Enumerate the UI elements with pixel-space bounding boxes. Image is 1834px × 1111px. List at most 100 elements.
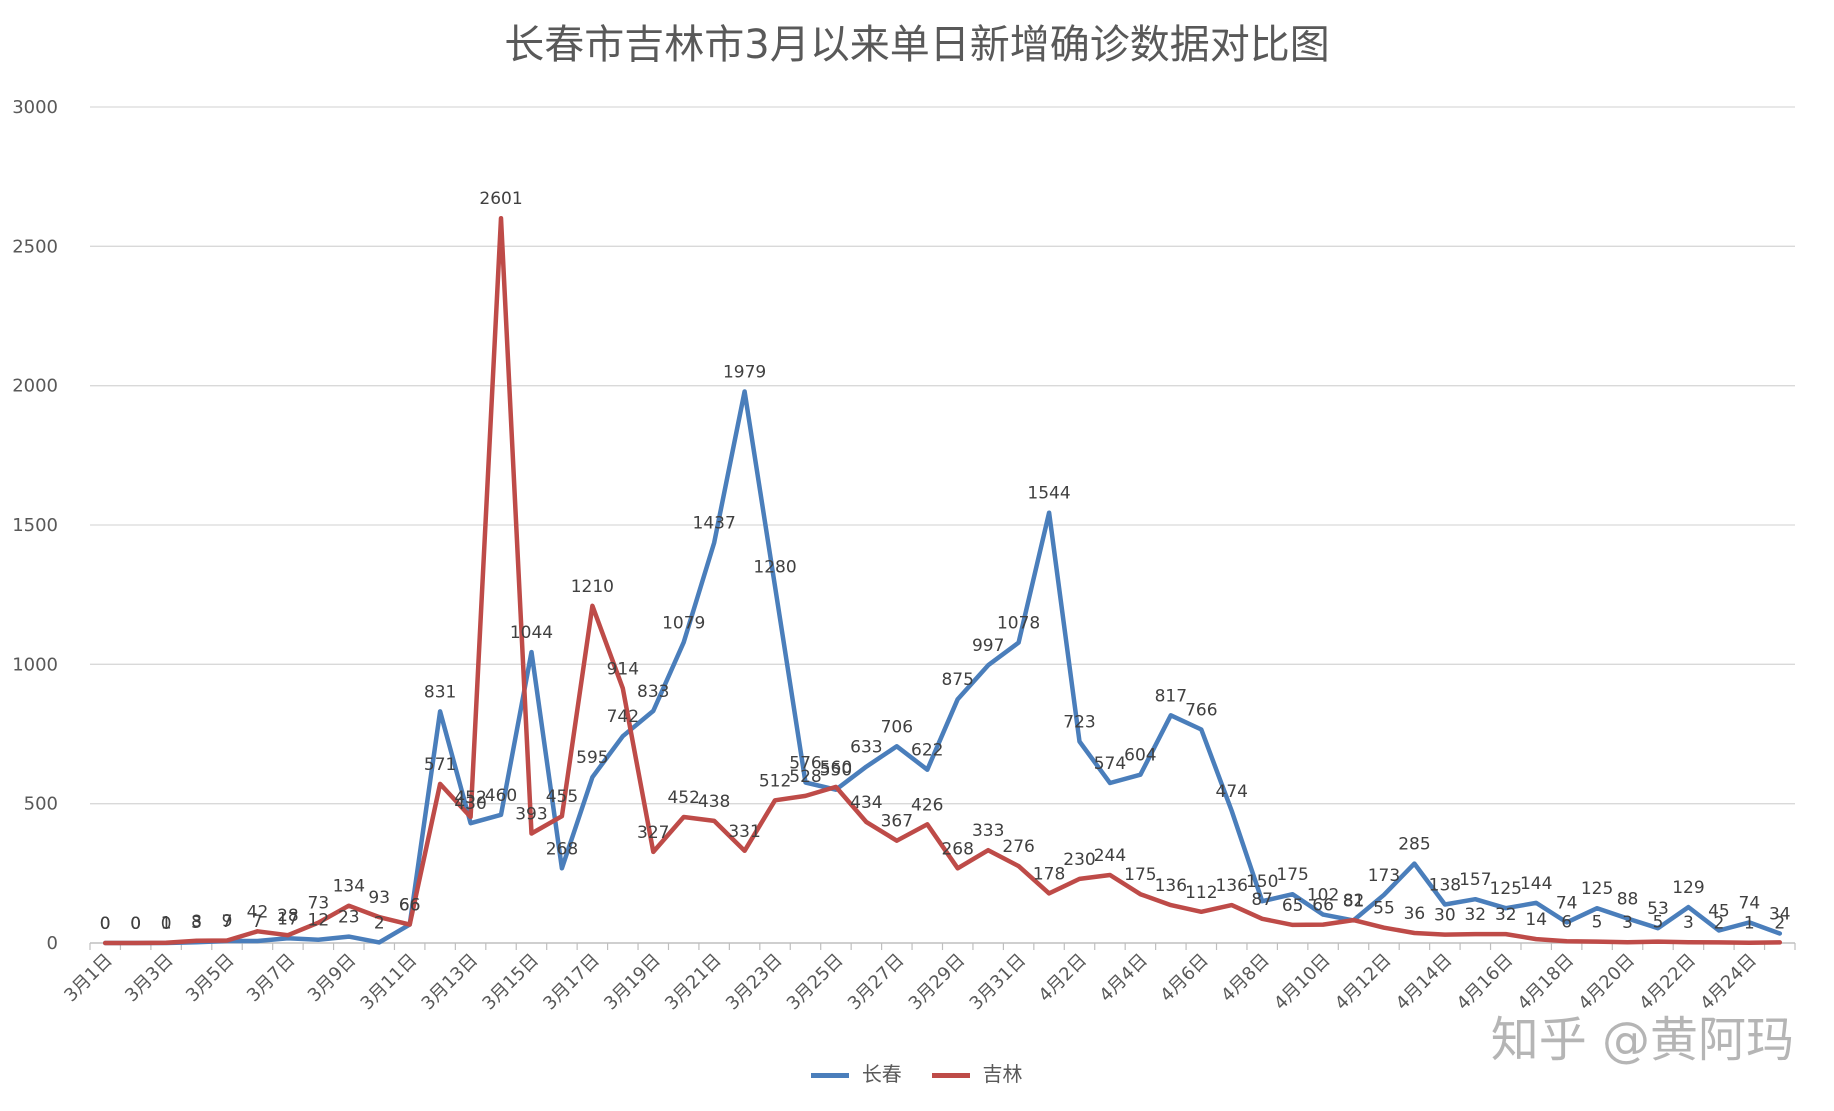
data-label-changchun: 723	[1063, 713, 1095, 733]
data-label-changchun: 1979	[723, 363, 766, 383]
legend-swatch-changchun	[811, 1073, 850, 1078]
x-tick-label: 3月7日	[243, 950, 300, 1007]
data-label-changchun: 144	[1520, 874, 1552, 894]
x-tick-label: 3月19日	[600, 950, 665, 1015]
data-label-jilin: 5	[1653, 913, 1664, 933]
data-label-jilin: 528	[789, 767, 821, 787]
data-label-changchun: 81	[1343, 891, 1365, 911]
data-label-jilin: 230	[1063, 850, 1095, 870]
data-label-changchun: 430	[454, 794, 486, 814]
data-label-changchun: 125	[1581, 879, 1613, 899]
y-tick-label: 2000	[12, 376, 58, 397]
data-label-changchun: 1044	[510, 623, 553, 643]
x-tick-label: 3月27日	[844, 950, 909, 1015]
x-tick-label: 3月31日	[966, 950, 1031, 1015]
y-tick-label: 500	[24, 794, 58, 815]
data-label-jilin: 452	[667, 788, 699, 808]
data-label-jilin: 560	[820, 758, 852, 778]
data-label-jilin: 571	[424, 755, 456, 775]
data-label-jilin: 87	[1251, 890, 1273, 910]
data-label-jilin: 136	[1155, 876, 1187, 896]
x-tick-label: 3月21日	[661, 950, 726, 1015]
data-label-changchun: 12	[308, 911, 330, 931]
x-tick-label: 3月9日	[304, 950, 361, 1007]
y-tick-label: 0	[47, 933, 58, 954]
data-label-jilin: 1210	[571, 577, 614, 597]
watermark: 知乎 @黄阿玛	[1490, 1012, 1794, 1068]
data-label-changchun: 550	[820, 761, 852, 781]
data-label-changchun: 102	[1307, 886, 1339, 906]
data-label-changchun: 742	[607, 707, 639, 727]
x-tick-label: 4月2日	[1035, 950, 1092, 1007]
data-label-changchun: 138	[1429, 876, 1461, 896]
data-label-jilin: 66	[399, 896, 421, 916]
data-label-changchun: 817	[1155, 686, 1187, 706]
data-label-jilin: 42	[247, 902, 269, 922]
y-tick-label: 1000	[12, 654, 58, 675]
series-line-changchun	[102, 389, 1783, 946]
x-tick-label: 3月15日	[478, 950, 543, 1015]
x-tick-label: 4月10日	[1270, 950, 1335, 1015]
data-label-changchun: 17	[277, 909, 299, 929]
x-tick-label: 4月8日	[1217, 950, 1274, 1007]
y-tick-label: 1500	[12, 515, 58, 536]
data-label-jilin: 327	[637, 823, 669, 843]
data-label-jilin: 1	[161, 914, 172, 934]
data-label-changchun: 7	[222, 912, 233, 932]
data-label-jilin: 136	[1216, 876, 1248, 896]
x-tick-label: 3月11日	[357, 950, 422, 1015]
legend: 长春 吉林	[0, 1058, 1834, 1087]
data-label-jilin: 2	[1774, 913, 1785, 933]
x-tick-label: 3月3日	[121, 950, 178, 1007]
x-tick-label: 3月5日	[182, 950, 239, 1007]
data-label-changchun: 157	[1459, 870, 1491, 890]
data-label-changchun: 45	[1708, 901, 1730, 921]
data-label-jilin: 73	[308, 894, 330, 914]
data-label-changchun: 1544	[1027, 484, 1070, 504]
x-tick-label: 4月4日	[1095, 950, 1152, 1007]
data-label-jilin: 93	[368, 888, 390, 908]
data-label-changchun: 997	[972, 636, 1004, 656]
data-label-changchun: 150	[1246, 872, 1278, 892]
data-label-changchun: 576	[789, 753, 821, 773]
data-label-jilin: 434	[850, 793, 882, 813]
data-label-changchun: 831	[424, 682, 456, 702]
y-tick-label: 2500	[12, 236, 58, 257]
data-label-jilin: 393	[515, 804, 547, 824]
data-label-changchun: 0	[100, 914, 111, 934]
x-tick-label: 3月13日	[418, 950, 483, 1015]
data-label-changchun: 604	[1124, 746, 1156, 766]
data-label-jilin: 333	[972, 821, 1004, 841]
data-label-jilin: 14	[1525, 910, 1547, 930]
legend-item-changchun: 长春	[811, 1058, 902, 1087]
legend-swatch-jilin	[932, 1073, 971, 1078]
data-label-jilin: 178	[1033, 864, 1065, 884]
legend-label-changchun: 长春	[861, 1062, 902, 1086]
data-label-jilin: 134	[333, 877, 365, 897]
data-label-changchun: 125	[1490, 879, 1522, 899]
data-label-jilin: 82	[1343, 891, 1365, 911]
data-label-changchun: 285	[1398, 835, 1430, 855]
x-tick-label: 3月29日	[905, 950, 970, 1015]
x-tick-label: 3月1日	[60, 950, 117, 1007]
data-label-changchun: 0	[161, 914, 172, 934]
data-label-jilin: 512	[759, 771, 791, 791]
data-label-changchun: 595	[576, 748, 608, 768]
data-label-jilin: 331	[728, 822, 760, 842]
data-label-jilin: 3	[1622, 913, 1633, 933]
data-label-changchun: 66	[399, 896, 421, 916]
data-label-jilin: 452	[454, 788, 486, 808]
x-tick-label: 3月25日	[783, 950, 848, 1015]
x-tick-label: 4月6日	[1156, 950, 1213, 1007]
data-label-changchun: 34	[1769, 905, 1791, 925]
data-label-jilin: 175	[1124, 865, 1156, 885]
y-tick-label: 3000	[12, 97, 58, 118]
data-label-changchun: 460	[485, 786, 517, 806]
data-label-changchun: 1079	[662, 613, 705, 633]
data-label-jilin: 65	[1282, 896, 1304, 916]
data-label-jilin: 112	[1185, 883, 1217, 903]
data-label-changchun: 1280	[753, 557, 796, 577]
data-label-jilin: 0	[130, 914, 141, 934]
